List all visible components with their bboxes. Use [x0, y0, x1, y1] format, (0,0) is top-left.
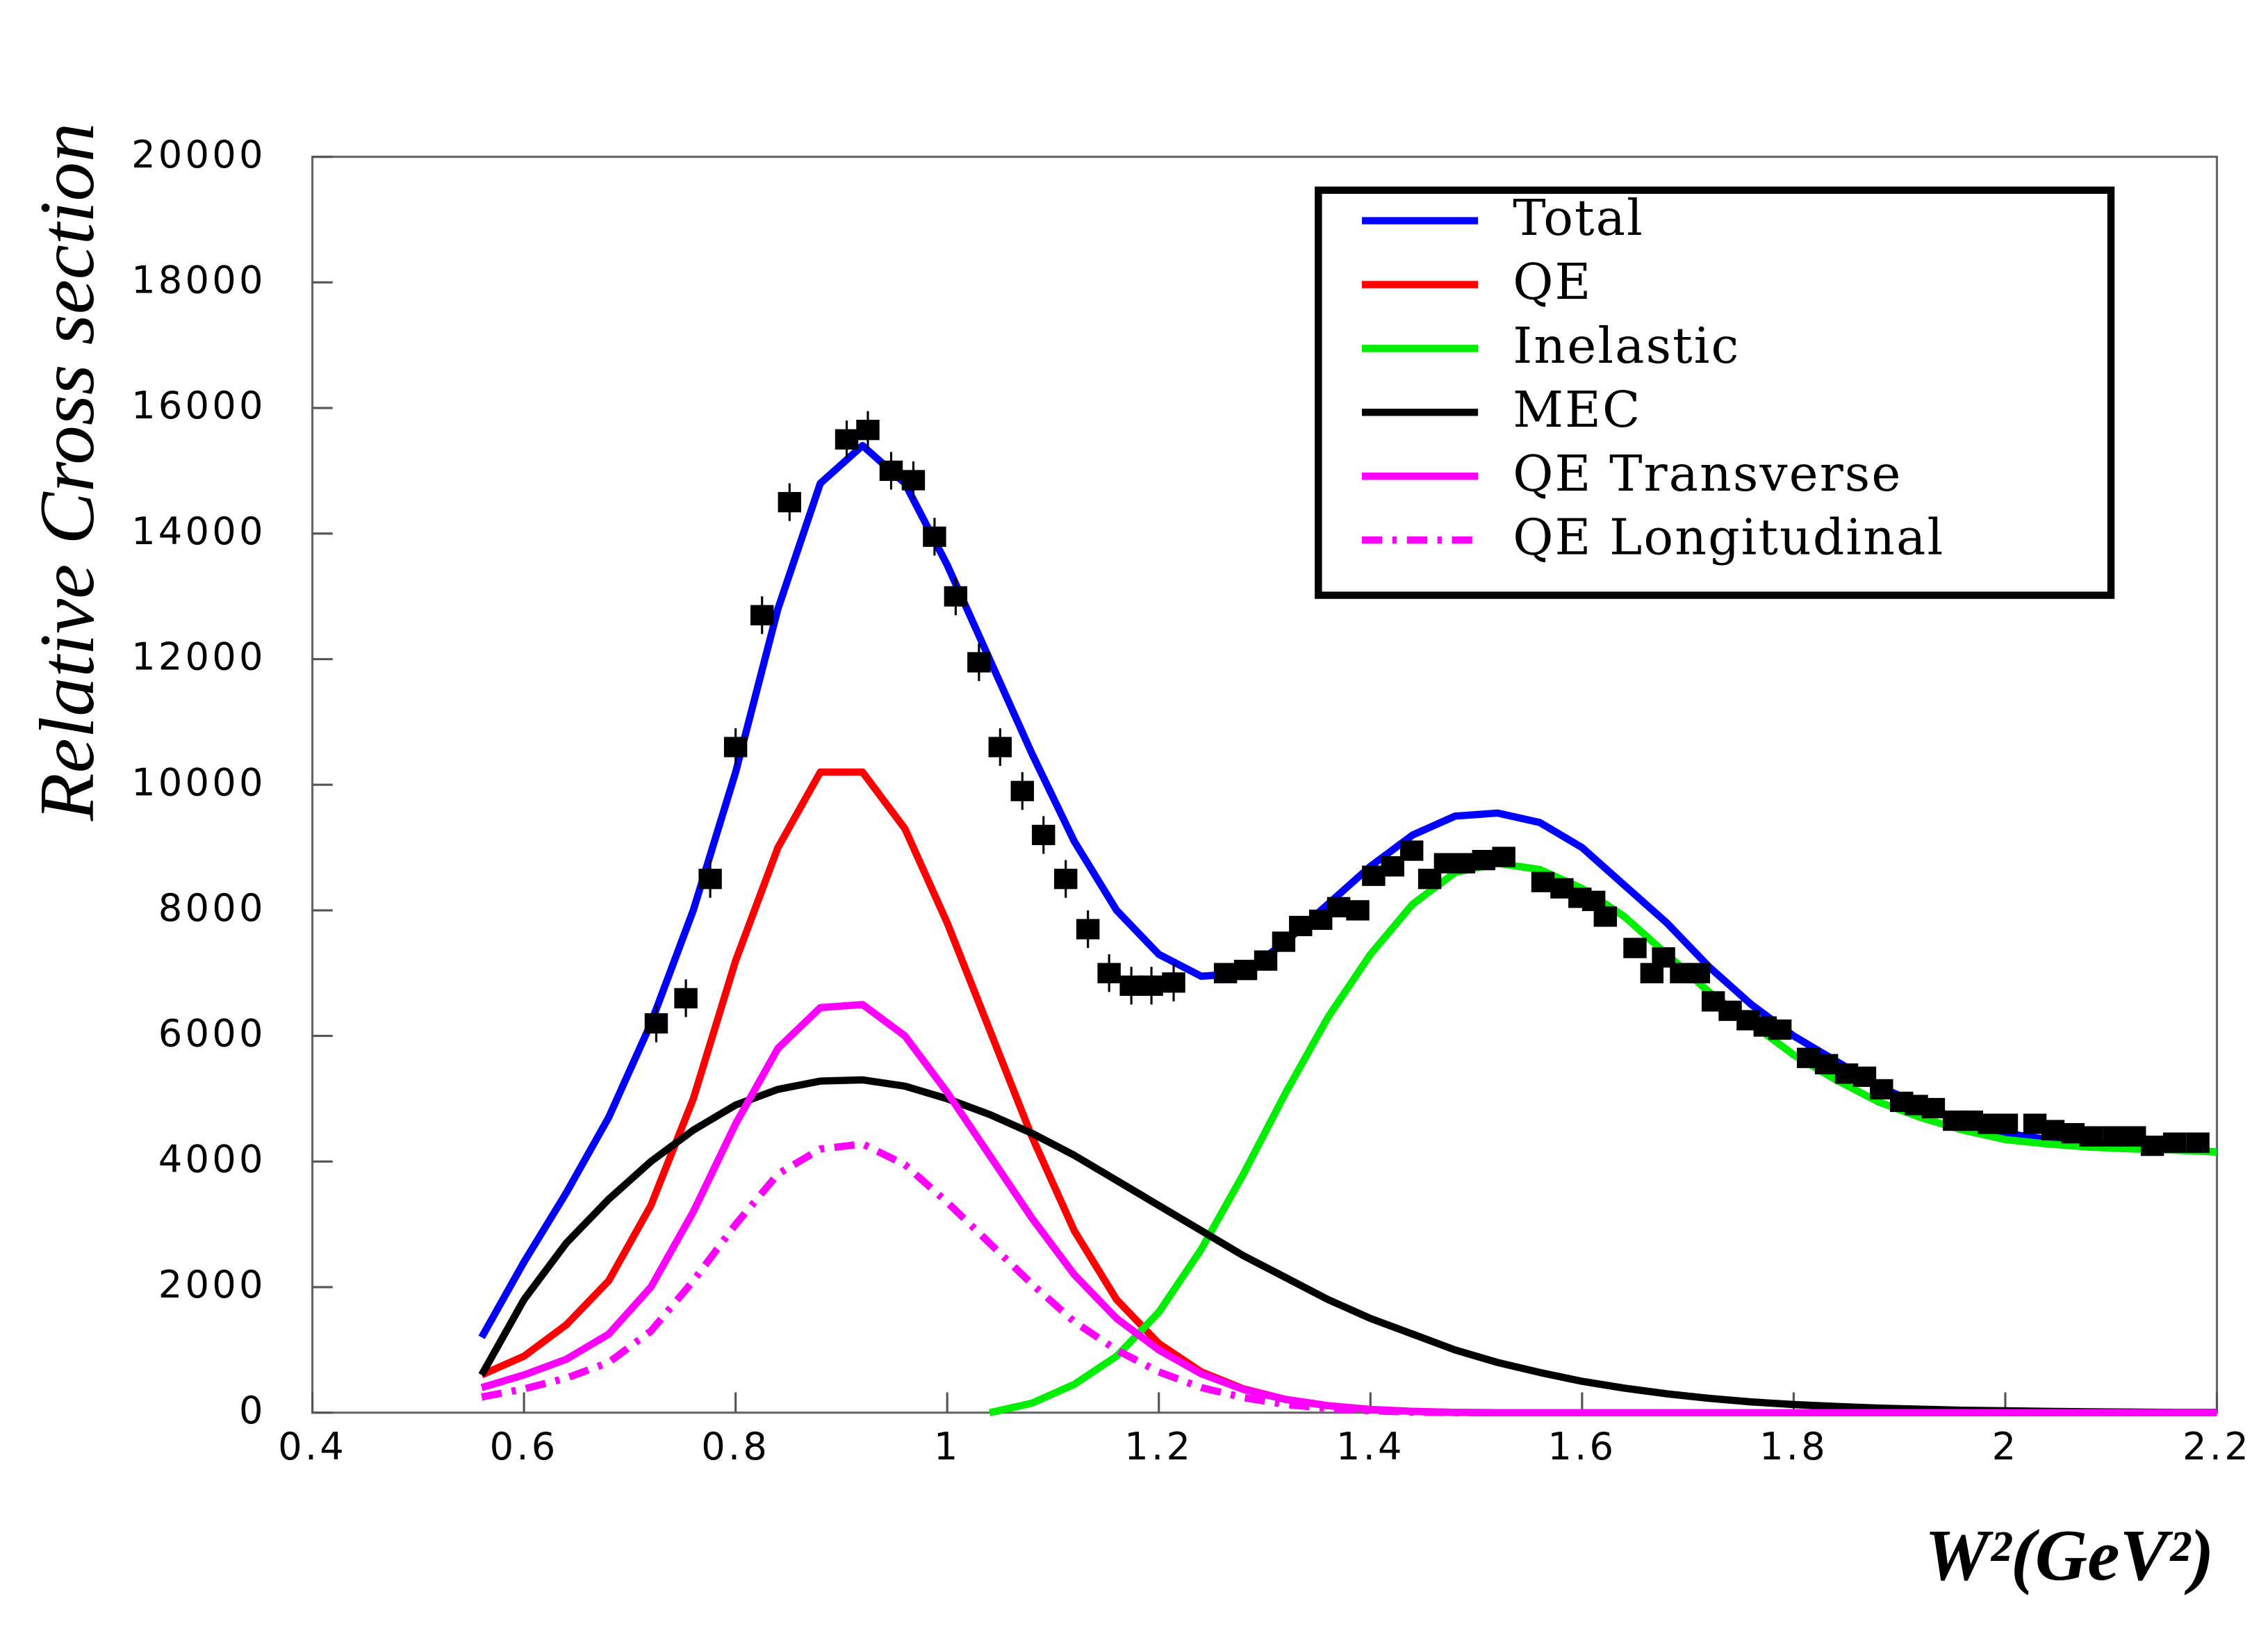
x-tick-label: 0.8 — [701, 1425, 770, 1468]
data-point — [1032, 824, 1055, 846]
data-point — [1921, 1097, 1946, 1119]
data-point — [2186, 1132, 2210, 1153]
legend-label: Total — [1513, 189, 1644, 247]
legend-label: QE — [1513, 253, 1592, 311]
data-point — [2162, 1132, 2187, 1153]
data-point — [1686, 963, 1711, 983]
x-tick-label: 1.8 — [1759, 1425, 1828, 1468]
data-point — [750, 605, 774, 625]
legend-box — [1315, 186, 2115, 599]
data-point — [1472, 849, 1495, 871]
data-point — [1254, 950, 1278, 971]
data-point — [1076, 919, 1100, 940]
data-point — [723, 737, 748, 758]
data-point — [1452, 853, 1476, 874]
x-tick-label: 1.4 — [1336, 1425, 1405, 1468]
data-point — [1233, 960, 1258, 981]
legend-label: MEC — [1513, 381, 1641, 439]
data-point — [644, 1013, 668, 1034]
data-point — [674, 988, 698, 1009]
data-point — [2103, 1126, 2126, 1147]
x-axis-title: W²(GeV²) — [1925, 1515, 2214, 1596]
legend-label: QE Transverse — [1513, 445, 1902, 502]
data-point — [1492, 846, 1515, 867]
y-tick-label: 16000 — [131, 384, 266, 427]
y-tick-label: 12000 — [131, 635, 266, 679]
x-tick-label: 0.6 — [490, 1425, 559, 1468]
data-point — [1994, 1113, 2019, 1134]
data-point — [2140, 1136, 2164, 1156]
data-point — [856, 420, 880, 441]
legend-label: Inelastic — [1513, 317, 1740, 375]
data-point — [1768, 1019, 1792, 1040]
data-point — [1399, 840, 1424, 861]
data-point — [1213, 963, 1238, 983]
y-tick-label: 20000 — [131, 133, 266, 177]
data-point — [1010, 780, 1035, 801]
series-line — [481, 1140, 2217, 1416]
data-point — [1119, 975, 1143, 996]
data-point — [2079, 1126, 2103, 1147]
data-point — [1289, 915, 1313, 937]
y-tick-label: 18000 — [131, 258, 266, 302]
data-point — [923, 526, 946, 547]
y-tick-label: 0 — [239, 1389, 266, 1432]
y-tick-label: 4000 — [158, 1137, 266, 1181]
data-point — [988, 737, 1012, 758]
data-point — [879, 460, 903, 482]
data-point — [1162, 972, 1185, 993]
x-tick-label: 2.2 — [2183, 1425, 2251, 1468]
y-tick-label: 10000 — [131, 760, 266, 804]
data-point — [967, 652, 991, 673]
y-tick-label: 6000 — [158, 1012, 266, 1056]
x-tick-label: 1.2 — [1124, 1425, 1193, 1468]
y-tick-label: 8000 — [158, 886, 266, 930]
data-point — [1346, 900, 1370, 921]
data-point — [835, 429, 859, 450]
x-tick-label: 1.6 — [1547, 1425, 1616, 1468]
x-tick-label: 1 — [934, 1425, 961, 1468]
data-point — [1097, 963, 1121, 983]
y-tick-label: 2000 — [158, 1263, 266, 1307]
data-point — [2041, 1120, 2065, 1140]
data-point — [778, 491, 802, 513]
data-point — [1593, 906, 1618, 927]
data-point — [698, 869, 722, 890]
data-point — [1054, 869, 1078, 890]
data-point — [1870, 1079, 1893, 1100]
x-tick-label: 0.4 — [278, 1425, 347, 1468]
y-tick-label: 14000 — [131, 509, 266, 553]
data-point — [1814, 1054, 1839, 1074]
x-tick-label: 2 — [1992, 1425, 2019, 1468]
data-point — [1140, 975, 1163, 996]
data-point — [901, 470, 926, 491]
data-point — [1623, 938, 1647, 958]
legend-label: QE Longitudinal — [1513, 509, 1944, 566]
data-point — [944, 586, 968, 607]
y-axis-title: Relative Cross section — [24, 123, 110, 822]
